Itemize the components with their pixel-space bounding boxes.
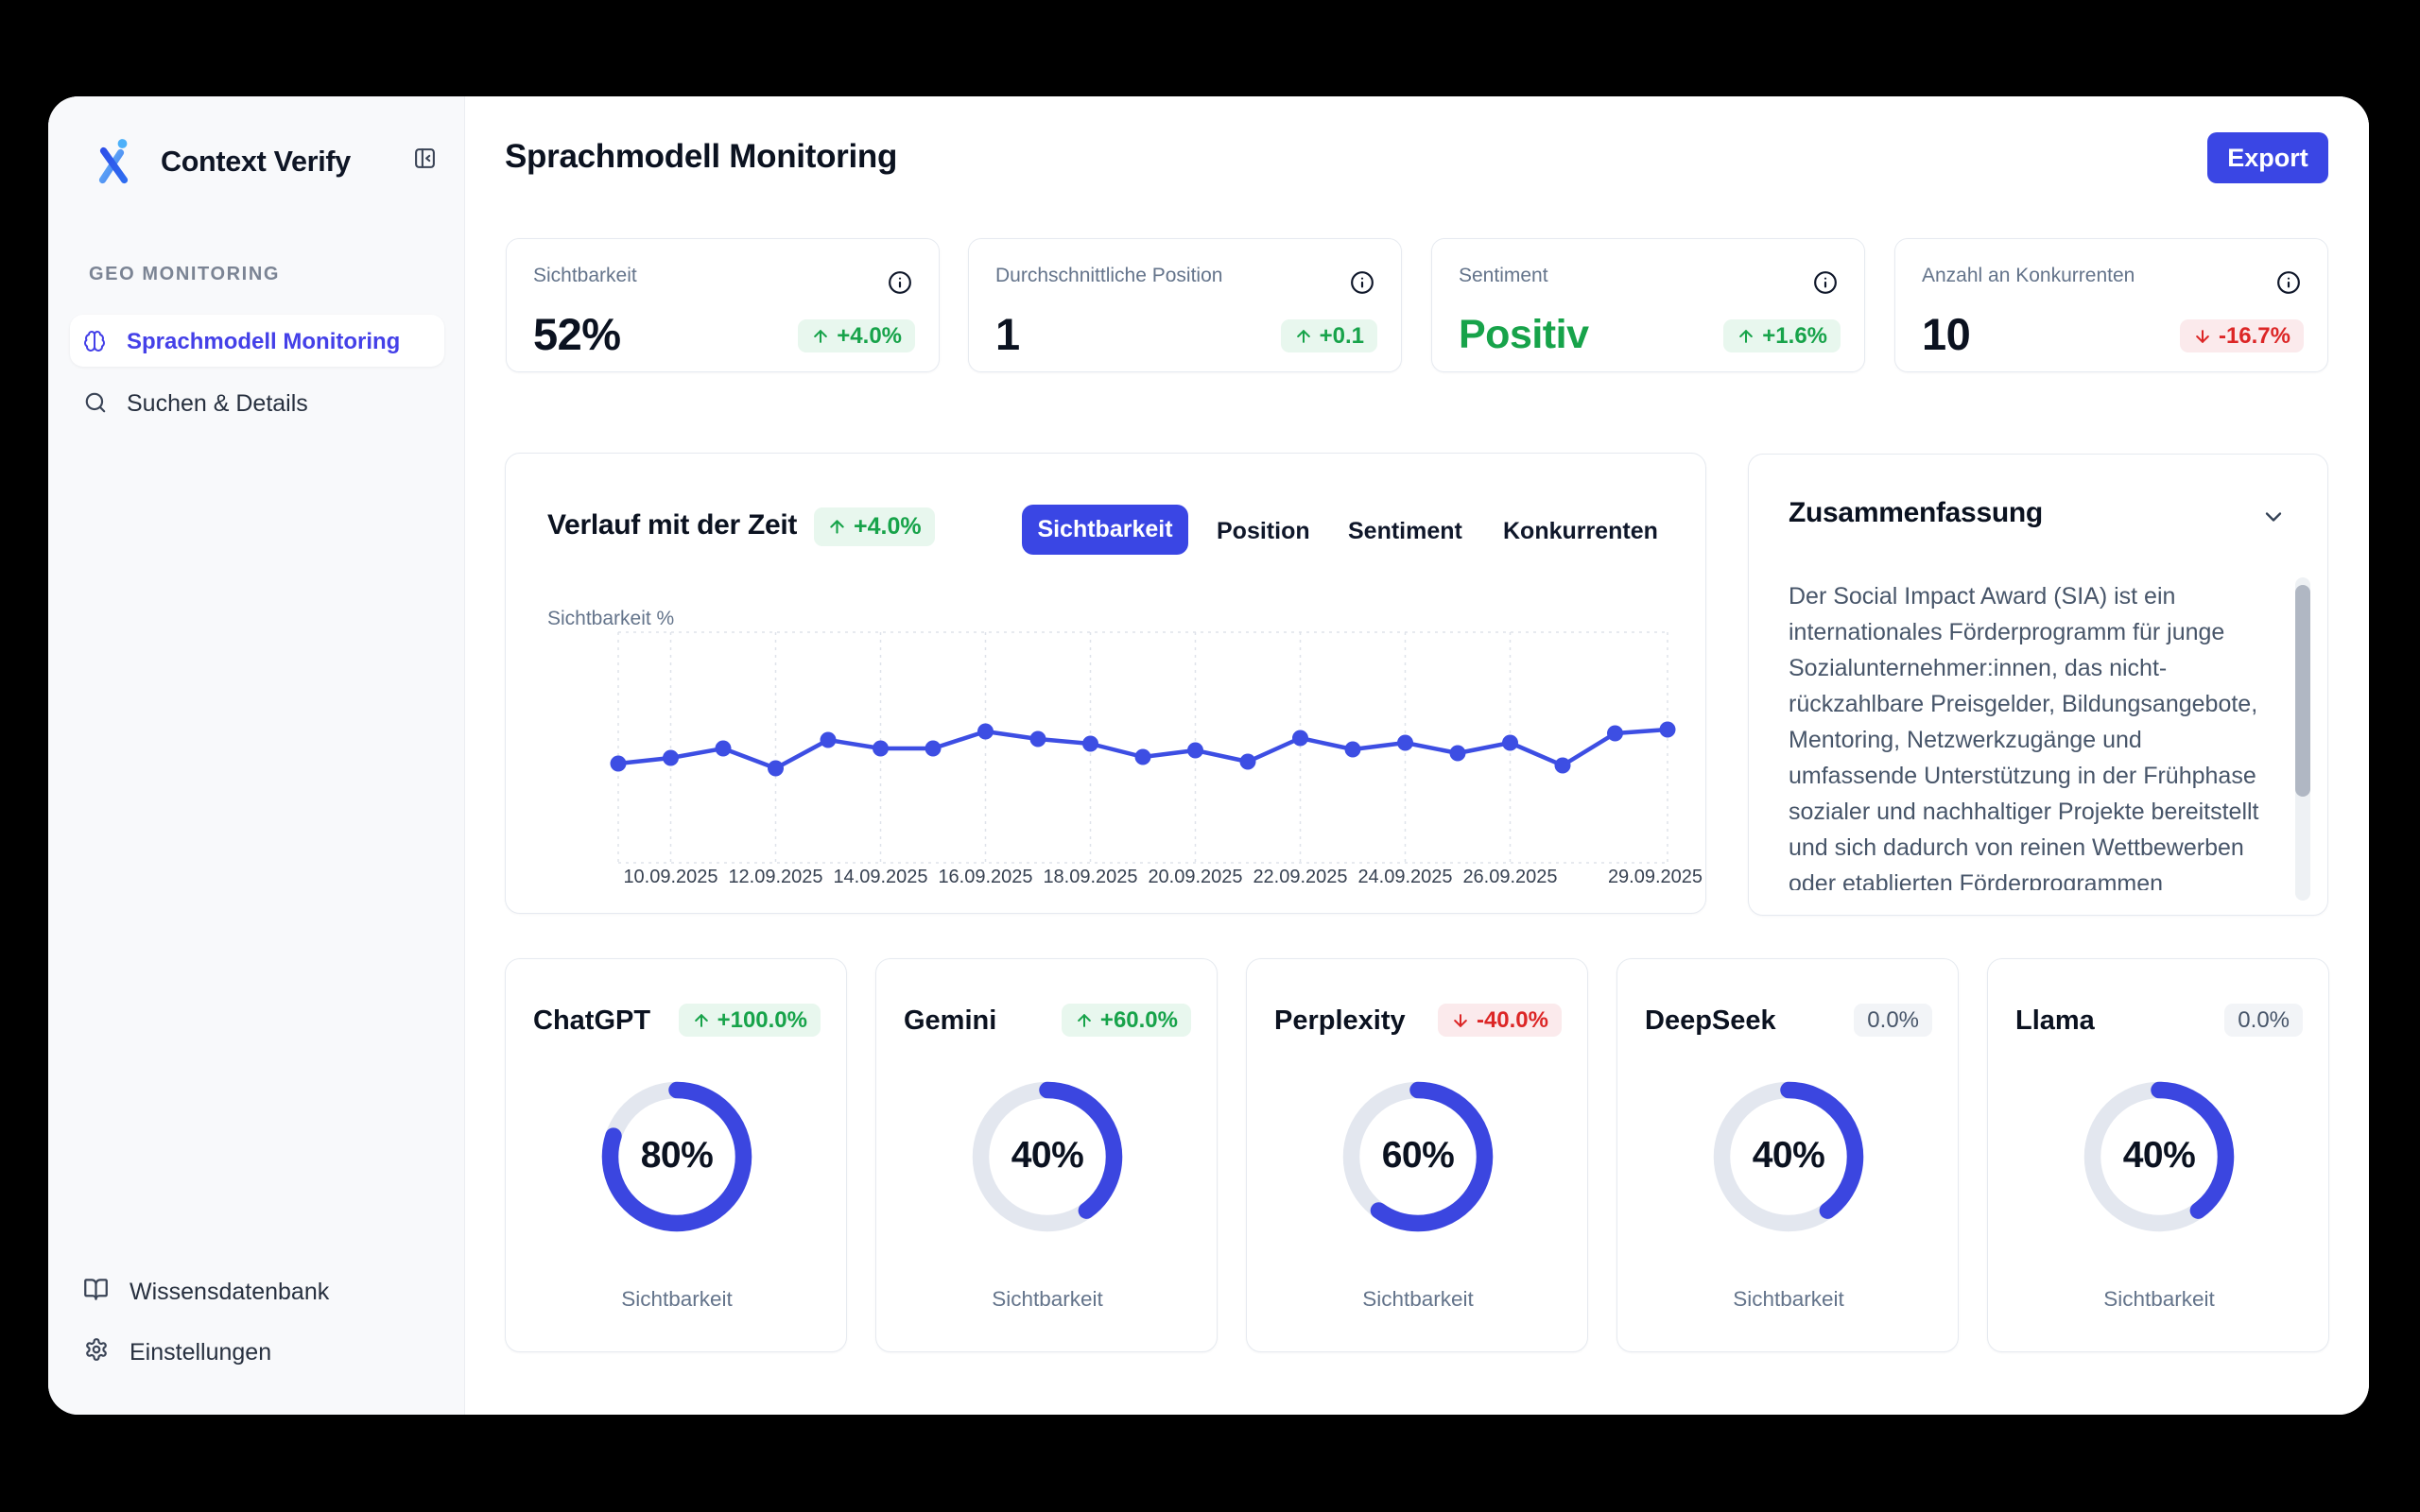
svg-text:12.09.2025: 12.09.2025 (728, 867, 822, 887)
svg-text:10.09.2025: 10.09.2025 (623, 867, 717, 887)
svg-text:26.09.2025: 26.09.2025 (1462, 867, 1557, 887)
svg-text:18.09.2025: 18.09.2025 (1043, 867, 1137, 887)
svg-text:22.09.2025: 22.09.2025 (1253, 867, 1347, 887)
svg-text:16.09.2025: 16.09.2025 (938, 867, 1032, 887)
svg-text:20.09.2025: 20.09.2025 (1148, 867, 1242, 887)
svg-text:14.09.2025: 14.09.2025 (833, 867, 927, 887)
svg-text:24.09.2025: 24.09.2025 (1357, 867, 1452, 887)
svg-text:29.09.2025: 29.09.2025 (1608, 867, 1703, 887)
